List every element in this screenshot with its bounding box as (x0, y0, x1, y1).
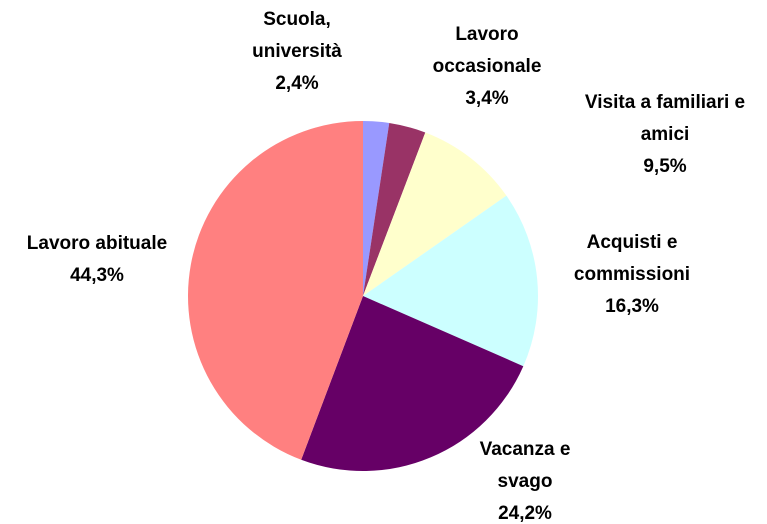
slice-label: Scuola, università 2,4% (237, 4, 357, 100)
value-label: 44,3% (70, 265, 124, 286)
value-label: 2,4% (275, 73, 319, 94)
slice-label: Visita a familiari e amici 9,5% (568, 87, 763, 183)
value-label: 24,2% (498, 503, 552, 524)
slice-label: Vacanza e svago 24,2% (465, 434, 585, 524)
category-label: Scuola, università (252, 9, 342, 62)
pie-slice (363, 121, 390, 296)
category-label: Vacanza e svago (479, 439, 571, 492)
value-label: 16,3% (605, 296, 659, 317)
category-label: Visita a familiari e amici (584, 92, 746, 145)
pie-slice (363, 195, 538, 367)
pie-slice (363, 132, 507, 296)
slice-label: Acquisti e commissioni 16,3% (562, 227, 702, 323)
category-label: Lavoro abituale (26, 233, 168, 254)
value-label: 9,5% (643, 156, 687, 177)
category-label: Acquisti e commissioni (573, 232, 691, 285)
pie-slice (301, 296, 524, 471)
pie-slice (187, 121, 363, 460)
slice-label: Lavoro abituale 44,3% (0, 228, 197, 292)
slice-label: Lavoro occasionale 3,4% (420, 19, 555, 115)
pie-slice (363, 122, 426, 296)
category-label: Lavoro occasionale (432, 24, 542, 77)
value-label: 3,4% (465, 88, 509, 109)
